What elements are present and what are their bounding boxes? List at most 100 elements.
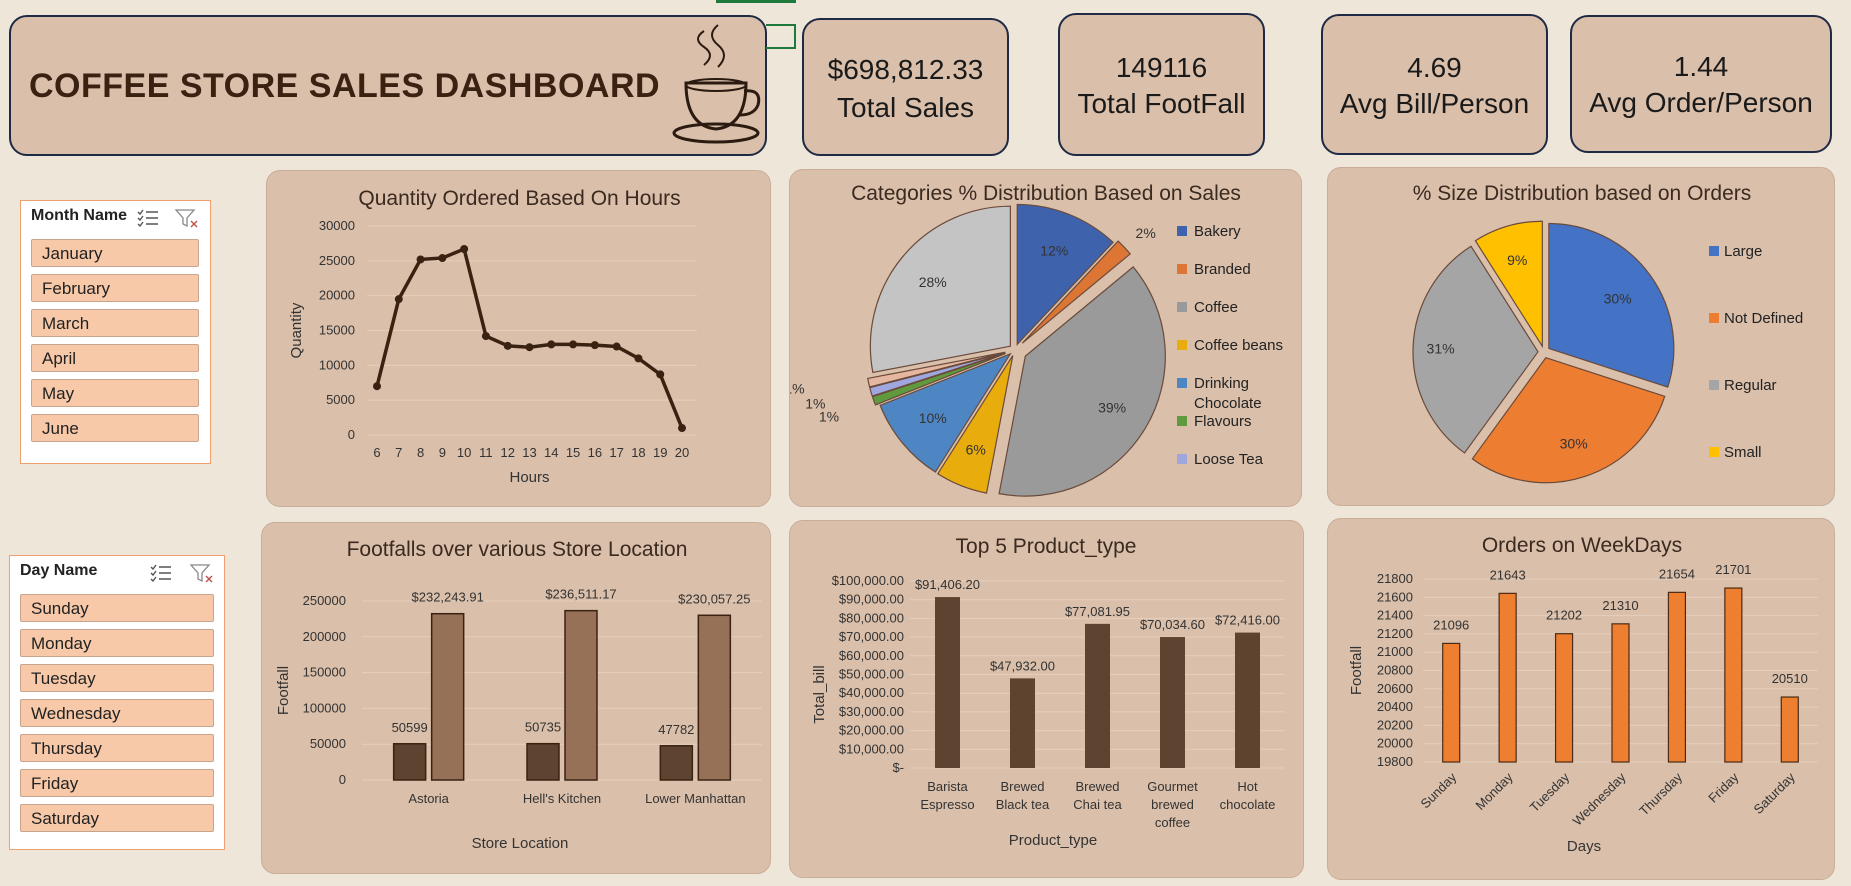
footfall-bar-chart: Footfalls over various Store Location 0 50… bbox=[275, 538, 762, 852]
y-tick-label: 0 bbox=[348, 427, 355, 442]
slicer-item-march[interactable]: March bbox=[31, 309, 199, 337]
slicer-item-thursday[interactable]: Thursday bbox=[20, 734, 214, 762]
slice-label: 6% bbox=[966, 441, 986, 457]
y-tick-label: 20800 bbox=[1377, 663, 1413, 678]
x-tick-label: 18 bbox=[631, 445, 645, 460]
legend-swatch bbox=[1177, 226, 1187, 236]
legend-label: Small bbox=[1724, 444, 1762, 461]
pie-slice-coffee-beans bbox=[936, 355, 1014, 494]
multi-select-icon[interactable] bbox=[137, 209, 159, 227]
x-tick-label: 16 bbox=[588, 445, 602, 460]
data-label: 21202 bbox=[1546, 608, 1582, 623]
data-label: $77,081.95 bbox=[1065, 604, 1130, 619]
data-label: $230,057.25 bbox=[678, 591, 750, 606]
legend-label: Bakery bbox=[1194, 223, 1241, 240]
x-tick-label: Sunday bbox=[1418, 769, 1460, 811]
legend-label: Branded bbox=[1194, 261, 1251, 278]
x-tick-label: 14 bbox=[544, 445, 558, 460]
x-tick-label: 12 bbox=[500, 445, 514, 460]
y-tick-label: $20,000.00 bbox=[839, 723, 904, 738]
bar-sales bbox=[564, 609, 598, 781]
x-tick-label: 19 bbox=[653, 445, 667, 460]
y-tick-label: 250000 bbox=[303, 593, 346, 608]
slicer-item-tuesday[interactable]: Tuesday bbox=[20, 664, 214, 692]
kpi-total-sales: $698,812.33 Total Sales bbox=[802, 18, 1009, 156]
data-label: 21701 bbox=[1715, 562, 1751, 577]
slicer-item-june[interactable]: June bbox=[31, 414, 199, 442]
slicer-item-april[interactable]: April bbox=[31, 344, 199, 372]
slicer-item-may[interactable]: May bbox=[31, 379, 199, 407]
data-label: 50735 bbox=[525, 720, 561, 735]
legend-swatch bbox=[1177, 340, 1187, 350]
slice-label: 1% bbox=[819, 409, 839, 425]
multi-select-icon[interactable] bbox=[150, 564, 172, 582]
y-axis-label: Footfall bbox=[275, 666, 292, 715]
kpi-label: Total Sales bbox=[837, 92, 974, 123]
legend-label: Coffee beans bbox=[1194, 337, 1283, 354]
y-tick-label: $- bbox=[892, 760, 904, 775]
chart-title: Top 5 Product_type bbox=[956, 535, 1137, 558]
x-tick-label: brewed bbox=[1151, 797, 1194, 812]
y-tick-label: 50000 bbox=[310, 736, 346, 751]
slice-label: 31% bbox=[1427, 341, 1455, 357]
x-tick-label: Black tea bbox=[996, 797, 1050, 812]
y-tick-label: $80,000.00 bbox=[839, 610, 904, 625]
month-slicer: Month Name January February March April May J… bbox=[20, 200, 211, 464]
slicer-item-sunday[interactable]: Sunday bbox=[20, 594, 214, 622]
pie-slice-coffee bbox=[998, 266, 1166, 497]
pie-slice-not-defined bbox=[1471, 357, 1666, 484]
legend-label: Flavours bbox=[1194, 413, 1252, 430]
cell-selection-marker bbox=[766, 24, 796, 49]
y-tick-label: 21200 bbox=[1377, 626, 1413, 641]
y-tick-label: 21600 bbox=[1377, 589, 1413, 604]
y-tick-label: 19800 bbox=[1377, 754, 1413, 769]
slice-label: 2% bbox=[1136, 225, 1156, 241]
data-label: $91,406.20 bbox=[915, 577, 980, 592]
data-point bbox=[612, 342, 621, 351]
data-label: 47782 bbox=[658, 722, 694, 737]
slicer-item-wednesday[interactable]: Wednesday bbox=[20, 699, 214, 727]
data-label: 20510 bbox=[1772, 671, 1808, 686]
x-tick-label: 15 bbox=[566, 445, 580, 460]
clear-filter-icon[interactable] bbox=[190, 564, 214, 584]
x-tick-label: chocolate bbox=[1220, 797, 1276, 812]
data-point bbox=[503, 341, 512, 350]
slicer-item-february[interactable]: February bbox=[31, 274, 199, 302]
slicer-item-friday[interactable]: Friday bbox=[20, 769, 214, 797]
slicer-item-saturday[interactable]: Saturday bbox=[20, 804, 214, 832]
x-tick-label: Wednesday bbox=[1570, 769, 1629, 828]
y-tick-label: 20000 bbox=[1377, 736, 1413, 751]
pie-slice-bakery bbox=[1016, 203, 1114, 346]
slicer-item-january[interactable]: January bbox=[31, 239, 199, 267]
legend-swatch bbox=[1177, 302, 1187, 312]
x-tick-label: 13 bbox=[522, 445, 536, 460]
bar bbox=[1724, 587, 1743, 763]
data-label: 21643 bbox=[1490, 567, 1526, 582]
hours-line-chart: Quantity Ordered Based On Hours 0 5000 1000… bbox=[288, 187, 697, 486]
x-tick-label: 10 bbox=[457, 445, 471, 460]
kpi-value: 149116 bbox=[1115, 52, 1208, 83]
x-axis-label: Product_type bbox=[1009, 832, 1097, 849]
clear-filter-icon[interactable] bbox=[175, 209, 199, 229]
y-tick-label: 150000 bbox=[303, 665, 346, 680]
weekdays-chart-panel: Orders on WeekDays 19800 20000 20200 20400 20… bbox=[1327, 518, 1835, 880]
data-point bbox=[394, 295, 403, 304]
pie-slice-flavours bbox=[871, 352, 1006, 406]
x-tick-label: Astoria bbox=[408, 791, 449, 806]
slicer-item-monday[interactable]: Monday bbox=[20, 629, 214, 657]
legend-label: Chocolate bbox=[1194, 395, 1262, 412]
weekdays-bar-chart: Orders on WeekDays 19800 20000 20200 20400 20… bbox=[1348, 534, 1818, 855]
day-slicer-header: Day Name bbox=[20, 562, 98, 579]
y-tick-label: 0 bbox=[339, 772, 346, 787]
legend-label: Drinking bbox=[1194, 375, 1249, 392]
kpi-value: 4.69 bbox=[1407, 52, 1462, 83]
legend-swatch bbox=[1709, 246, 1719, 256]
legend-swatch bbox=[1709, 447, 1719, 457]
data-point bbox=[678, 424, 686, 433]
data-point bbox=[373, 382, 381, 391]
legend-swatch bbox=[1709, 313, 1719, 323]
data-label: 21096 bbox=[1433, 617, 1469, 632]
title-card: COFFEE STORE SALES DASHBOARD bbox=[9, 15, 767, 156]
x-axis-label: Hours bbox=[509, 469, 549, 486]
sizes-pie-chart: % Size Distribution based on Orders 30% 30… bbox=[1412, 182, 1803, 484]
